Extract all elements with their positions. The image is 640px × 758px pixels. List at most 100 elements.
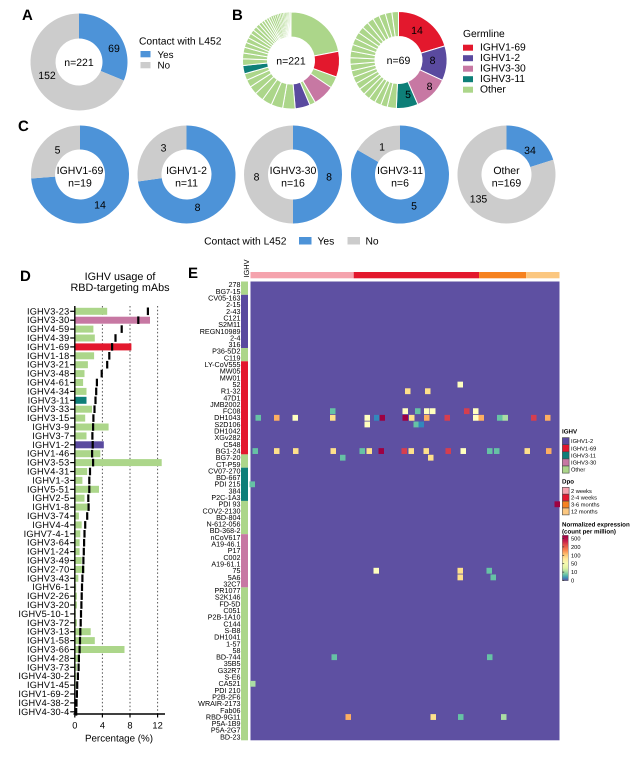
svg-text:IGHV3-73: IGHV3-73: [27, 662, 69, 672]
svg-text:BD-368-2: BD-368-2: [210, 526, 241, 535]
svg-text:3-6 months: 3-6 months: [571, 502, 600, 509]
svg-text:IGHV3-30: IGHV3-30: [571, 461, 596, 467]
svg-text:P2B-2F6: P2B-2F6: [212, 693, 240, 702]
svg-text:CA521: CA521: [219, 679, 241, 688]
svg-text:IGHV4-34: IGHV4-34: [27, 386, 69, 396]
svg-text:316: 316: [229, 340, 241, 349]
svg-text:IGHV4-30-4: IGHV4-30-4: [18, 707, 69, 717]
svg-text:A: A: [22, 7, 33, 24]
svg-text:2-43: 2-43: [226, 307, 240, 316]
svg-text:IGHV1-3: IGHV1-3: [32, 475, 69, 485]
svg-text:No: No: [158, 61, 171, 72]
svg-text:Percentage (%): Percentage (%): [85, 734, 153, 745]
svg-text:IGHV3-53: IGHV3-53: [27, 458, 69, 468]
svg-text:Germline: Germline: [463, 29, 505, 40]
svg-text:PDI 215: PDI 215: [215, 480, 241, 489]
svg-text:IGHV3-30: IGHV3-30: [270, 165, 317, 177]
svg-text:IGHV3-30: IGHV3-30: [480, 64, 526, 75]
svg-text:IGHV3-64: IGHV3-64: [27, 538, 69, 548]
svg-text:DH1043: DH1043: [214, 413, 240, 422]
svg-text:R1-32: R1-32: [221, 387, 241, 396]
svg-text:P17: P17: [228, 546, 241, 555]
svg-text:IGHV7-4-1: IGHV7-4-1: [24, 529, 70, 539]
svg-text:IGHV1-2: IGHV1-2: [32, 440, 69, 450]
svg-text:IGHV3-11: IGHV3-11: [480, 74, 525, 85]
svg-text:IGHV1-69: IGHV1-69: [571, 446, 596, 452]
svg-text:IGHV4-4: IGHV4-4: [32, 520, 69, 530]
svg-text:5: 5: [411, 201, 417, 213]
svg-text:58: 58: [233, 646, 241, 655]
svg-text:IGHV2-26: IGHV2-26: [27, 591, 69, 601]
svg-text:COV2-2130: COV2-2130: [203, 506, 241, 515]
svg-text:B: B: [232, 7, 243, 24]
svg-text:75: 75: [233, 566, 241, 575]
svg-text:0: 0: [571, 579, 574, 585]
svg-text:IGHV4-59: IGHV4-59: [27, 324, 69, 334]
svg-text:IGHV2-70: IGHV2-70: [27, 564, 69, 574]
svg-text:n=19: n=19: [68, 178, 92, 190]
svg-text:14: 14: [411, 25, 423, 37]
svg-text:IGHV1-8: IGHV1-8: [32, 502, 69, 512]
svg-text:IGHV4-28: IGHV4-28: [27, 653, 69, 663]
svg-text:IGHV1-69-2: IGHV1-69-2: [18, 689, 69, 699]
svg-text:8: 8: [326, 172, 332, 184]
svg-text:P2C-1A3: P2C-1A3: [211, 493, 240, 502]
svg-text:N-612-056: N-612-056: [207, 520, 241, 529]
svg-text:47D1: 47D1: [223, 393, 240, 402]
svg-text:Contact with L452: Contact with L452: [139, 37, 222, 48]
svg-text:IGHV4-39: IGHV4-39: [27, 333, 69, 343]
svg-text:WRAIR-2173: WRAIR-2173: [198, 699, 240, 708]
svg-text:52: 52: [233, 380, 241, 389]
svg-text:IGHV3-11: IGHV3-11: [28, 395, 70, 405]
svg-text:IGHV1-69: IGHV1-69: [480, 43, 526, 54]
svg-text:JMB2002: JMB2002: [210, 400, 240, 409]
svg-text:PDI 210: PDI 210: [215, 686, 241, 695]
svg-text:REGN10989: REGN10989: [200, 327, 241, 336]
svg-text:P5A-2G7: P5A-2G7: [211, 726, 241, 735]
svg-text:3: 3: [161, 143, 167, 155]
svg-text:69: 69: [108, 43, 120, 55]
svg-text:2-15: 2-15: [226, 300, 240, 309]
svg-text:IGHV5-51: IGHV5-51: [27, 484, 69, 494]
svg-text:12 months: 12 months: [571, 509, 598, 516]
svg-text:IGHV3-7: IGHV3-7: [32, 431, 69, 441]
svg-text:IGHV5-10-1: IGHV5-10-1: [18, 609, 69, 619]
svg-text:Contact with L452: Contact with L452: [204, 237, 287, 248]
svg-text:n=221: n=221: [64, 57, 94, 69]
svg-text:MW05: MW05: [220, 367, 241, 376]
svg-text:PR1077: PR1077: [215, 586, 241, 595]
svg-text:5A6: 5A6: [228, 573, 241, 582]
svg-text:IGHV3-11: IGHV3-11: [571, 453, 596, 459]
svg-text:IGHV3-74: IGHV3-74: [27, 511, 69, 521]
svg-text:10: 10: [571, 570, 577, 576]
svg-text:D: D: [20, 268, 31, 285]
svg-text:IGHV6-1: IGHV6-1: [32, 582, 69, 592]
svg-text:8: 8: [427, 81, 433, 93]
svg-text:CV05-163: CV05-163: [208, 294, 240, 303]
svg-text:IGHV3-21: IGHV3-21: [27, 360, 69, 370]
svg-text:DH1042: DH1042: [214, 427, 240, 436]
svg-text:IGHV1-18: IGHV1-18: [27, 351, 69, 361]
svg-text:n=169: n=169: [492, 178, 522, 190]
svg-text:12: 12: [152, 720, 162, 730]
svg-text:C121: C121: [223, 314, 240, 323]
svg-text:n=6: n=6: [391, 178, 409, 190]
svg-text:BG1-24: BG1-24: [216, 447, 241, 456]
svg-text:CT-P59: CT-P59: [216, 460, 240, 469]
svg-text:RBD-9G11: RBD-9G11: [206, 712, 241, 721]
svg-text:IGHV3-72: IGHV3-72: [27, 618, 69, 628]
svg-text:PDI 93: PDI 93: [219, 500, 241, 509]
svg-text:Fab06: Fab06: [220, 706, 240, 715]
svg-text:n=69: n=69: [387, 55, 411, 67]
svg-text:S2K146: S2K146: [215, 593, 241, 602]
svg-text:1: 1: [379, 142, 385, 154]
svg-text:IGHV3-9: IGHV3-9: [32, 422, 69, 432]
svg-text:Other: Other: [571, 467, 585, 474]
svg-text:278: 278: [229, 280, 241, 289]
svg-text:(count per million): (count per million): [562, 528, 616, 535]
svg-text:1-57: 1-57: [226, 639, 240, 648]
svg-text:Normalized expression: Normalized expression: [562, 521, 630, 528]
svg-text:IGHV4-31: IGHV4-31: [27, 467, 69, 477]
svg-text:14: 14: [94, 200, 106, 212]
svg-text:S-E6: S-E6: [225, 673, 241, 682]
